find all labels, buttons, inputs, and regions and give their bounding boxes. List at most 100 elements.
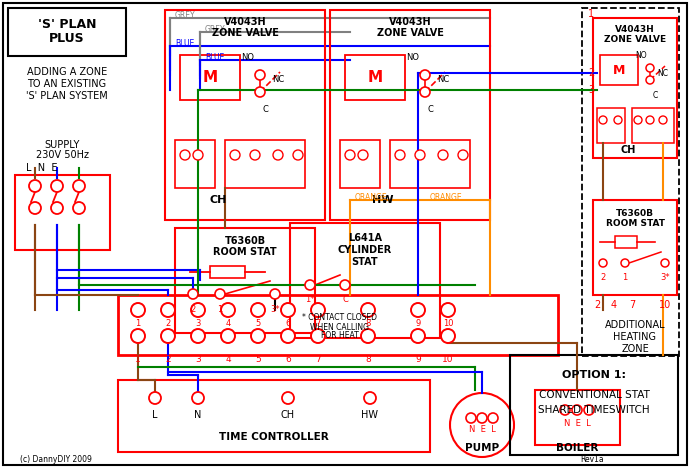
Text: 7: 7	[315, 356, 321, 365]
Circle shape	[73, 180, 85, 192]
Text: 6: 6	[285, 319, 290, 328]
Text: CONVENTIONAL STAT: CONVENTIONAL STAT	[539, 390, 649, 400]
Circle shape	[73, 202, 85, 214]
Bar	[535, 390, 620, 445]
Circle shape	[646, 76, 654, 84]
Text: GREY: GREY	[175, 10, 196, 20]
Bar	[175, 228, 315, 333]
Bar	[593, 18, 677, 158]
Circle shape	[441, 329, 455, 343]
Text: 3*: 3*	[270, 305, 280, 314]
Circle shape	[361, 329, 375, 343]
Circle shape	[311, 329, 325, 343]
Text: ZONE: ZONE	[621, 344, 649, 354]
Text: 2: 2	[165, 356, 171, 365]
Circle shape	[29, 180, 41, 192]
Text: C: C	[342, 295, 348, 305]
Bar	[225, 140, 305, 188]
Text: 10: 10	[443, 319, 453, 328]
Text: M: M	[202, 70, 217, 85]
Text: NO: NO	[241, 52, 255, 61]
Text: ROOM STAT: ROOM STAT	[213, 247, 277, 257]
Bar	[15, 175, 110, 250]
Text: 8: 8	[365, 319, 371, 328]
Circle shape	[221, 303, 235, 317]
Text: 'S' PLAN SYSTEM: 'S' PLAN SYSTEM	[26, 91, 108, 101]
Circle shape	[281, 303, 295, 317]
Text: GREY: GREY	[205, 24, 226, 34]
Circle shape	[411, 303, 425, 317]
Circle shape	[255, 70, 265, 80]
Text: C: C	[652, 90, 658, 100]
Circle shape	[188, 289, 198, 299]
Circle shape	[358, 150, 368, 160]
Bar	[118, 380, 430, 452]
Text: 4: 4	[611, 300, 617, 310]
Circle shape	[441, 303, 455, 317]
Bar	[582, 8, 679, 356]
Text: 10: 10	[659, 300, 671, 310]
Text: 1: 1	[217, 305, 223, 314]
Bar	[8, 8, 126, 56]
Text: HW: HW	[372, 195, 394, 205]
Text: 1: 1	[588, 9, 594, 19]
Bar	[175, 140, 215, 188]
Text: L: L	[152, 410, 158, 420]
Text: SHARED TIMESWITCH: SHARED TIMESWITCH	[538, 405, 650, 415]
Circle shape	[255, 87, 265, 97]
Circle shape	[251, 329, 265, 343]
Bar	[390, 140, 470, 188]
Text: BOILER: BOILER	[556, 443, 598, 453]
Circle shape	[221, 329, 235, 343]
Text: 4: 4	[226, 319, 230, 328]
Circle shape	[149, 392, 161, 404]
Text: OPTION 1:: OPTION 1:	[562, 370, 626, 380]
Text: 10: 10	[442, 356, 454, 365]
Text: 3*: 3*	[660, 272, 670, 281]
Circle shape	[131, 329, 145, 343]
Text: 7: 7	[315, 319, 321, 328]
Text: 2: 2	[190, 305, 196, 314]
Circle shape	[488, 413, 498, 423]
Text: BLUE: BLUE	[205, 52, 224, 61]
Circle shape	[215, 289, 225, 299]
Text: HW: HW	[362, 410, 379, 420]
Text: (c) DannyDIY 2009: (c) DannyDIY 2009	[20, 455, 92, 465]
Bar	[180, 55, 240, 100]
Text: ROOM STAT: ROOM STAT	[606, 219, 664, 228]
Text: 9: 9	[415, 356, 421, 365]
Text: NC: NC	[272, 75, 284, 85]
Circle shape	[560, 405, 570, 415]
Text: * CONTACT CLOSED: * CONTACT CLOSED	[302, 314, 377, 322]
Text: 8: 8	[365, 356, 371, 365]
Bar	[597, 108, 625, 143]
Circle shape	[191, 329, 205, 343]
Circle shape	[646, 116, 654, 124]
Text: 1: 1	[135, 319, 141, 328]
Text: 'S' PLAN: 'S' PLAN	[38, 17, 96, 30]
Circle shape	[293, 150, 303, 160]
Circle shape	[477, 413, 487, 423]
Bar	[510, 355, 678, 455]
Circle shape	[161, 303, 175, 317]
Text: ZONE VALVE: ZONE VALVE	[604, 35, 666, 44]
Circle shape	[250, 150, 260, 160]
Text: WHEN CALLING: WHEN CALLING	[310, 322, 370, 331]
Text: PUMP: PUMP	[465, 443, 499, 453]
Text: TO AN EXISTING: TO AN EXISTING	[28, 79, 106, 89]
Text: 3: 3	[588, 85, 594, 95]
Circle shape	[420, 87, 430, 97]
Bar	[615, 236, 637, 248]
Circle shape	[192, 392, 204, 404]
Text: 7: 7	[629, 300, 635, 310]
Text: V4043H: V4043H	[224, 17, 266, 27]
Text: 1: 1	[622, 272, 628, 281]
Text: N: N	[195, 410, 201, 420]
Circle shape	[51, 202, 63, 214]
Circle shape	[251, 303, 265, 317]
Circle shape	[273, 150, 283, 160]
Text: N  E  L: N E L	[564, 418, 591, 427]
Text: C: C	[427, 105, 433, 115]
Text: 5: 5	[255, 356, 261, 365]
Bar	[340, 140, 380, 188]
